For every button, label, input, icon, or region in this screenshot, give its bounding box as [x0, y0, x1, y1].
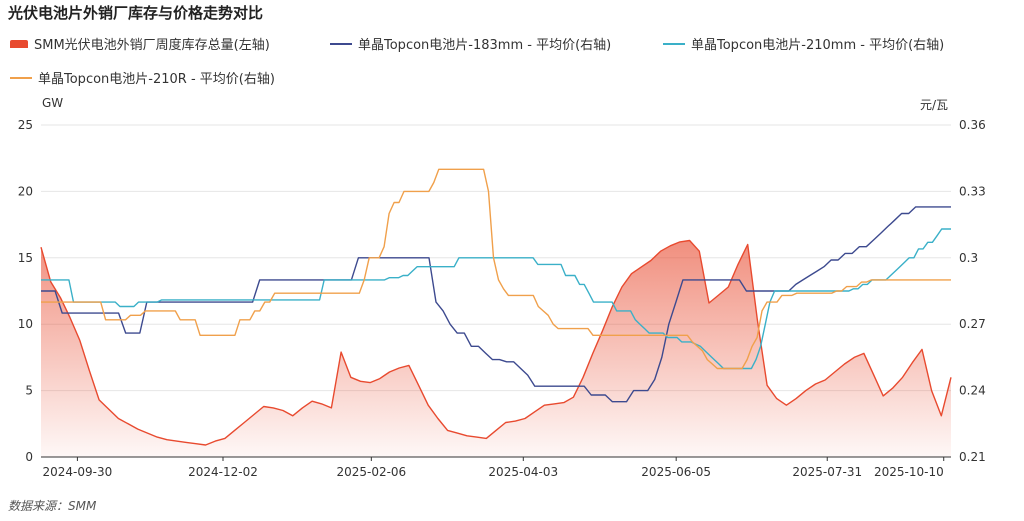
x-tick-label: 2024-09-30: [43, 465, 113, 479]
x-tick-label: 2025-06-05: [641, 465, 711, 479]
left-tick-label: 20: [18, 184, 33, 198]
right-tick-label: 0.24: [959, 384, 986, 398]
right-tick-label: 0.3: [959, 251, 978, 265]
left-tick-label: 5: [25, 384, 33, 398]
right-tick-label: 0.36: [959, 118, 986, 132]
axis-layer: 0 0.21 5 0.24 10 0.27 15 0.3 20 0.33 25 0.36 2024-09…: [18, 118, 986, 479]
right-tick-label: 0.21: [959, 450, 986, 464]
x-tick-label: 2025-07-31: [792, 465, 862, 479]
line-swatch-icon: [330, 42, 352, 45]
chart-title: 光伏电池片外销厂库存与价格走势对比: [8, 4, 264, 22]
left-tick-label: 10: [18, 317, 33, 331]
legend-item-p210[interactable]: 单晶Topcon电池片-210mm - 平均价(右轴): [663, 34, 944, 53]
legend-item-p183[interactable]: 单晶Topcon电池片-183mm - 平均价(右轴): [330, 34, 611, 53]
legend-item-p210r[interactable]: 单晶Topcon电池片-210R - 平均价(右轴): [10, 68, 275, 87]
x-tick-label: 2025-04-03: [488, 465, 558, 479]
right-tick-label: 0.27: [959, 317, 986, 331]
line-swatch-icon: [10, 76, 32, 79]
left-axis-unit: GW: [42, 96, 64, 110]
series-line-inventory: [40, 239, 952, 446]
left-tick-label: 25: [18, 118, 33, 132]
series-line-p183: [41, 206, 951, 403]
line-layer: [40, 168, 952, 446]
right-tick-label: 0.33: [959, 184, 986, 198]
x-tick-label: 2024-12-02: [188, 465, 258, 479]
series-area-inventory: [41, 240, 951, 457]
legend-label-p210: 单晶Topcon电池片-210mm - 平均价(右轴): [691, 38, 945, 53]
area-swatch-icon: [10, 39, 28, 48]
left-tick-label: 0: [25, 450, 33, 464]
legend-label-inventory: SMM光伏电池外销厂周度库存总量(左轴): [34, 38, 270, 53]
right-axis-unit: 元/瓦: [920, 98, 949, 112]
left-tick-label: 15: [18, 251, 33, 265]
x-tick-label: 2025-10-10: [874, 465, 944, 479]
data-source: 数据来源：SMM: [8, 499, 97, 513]
legend-label-p210r: 单晶Topcon电池片-210R - 平均价(右轴): [38, 72, 275, 87]
area-layer: [41, 240, 951, 457]
line-swatch-icon: [663, 42, 685, 45]
series-line-p210: [41, 228, 951, 370]
series-line-p210r: [41, 168, 951, 370]
legend-item-inventory[interactable]: SMM光伏电池外销厂周度库存总量(左轴): [10, 34, 270, 53]
legend-label-p183: 单晶Topcon电池片-183mm - 平均价(右轴): [358, 38, 612, 53]
x-tick-label: 2025-02-06: [336, 465, 406, 479]
